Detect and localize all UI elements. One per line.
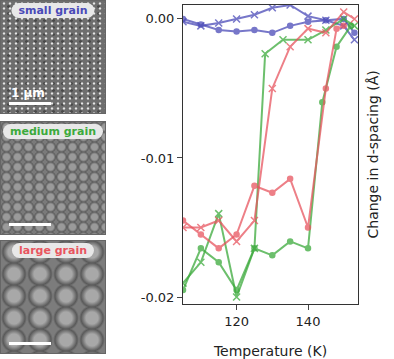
svg-text:120: 120 — [224, 314, 249, 329]
svg-text:140: 140 — [296, 314, 321, 329]
svg-text:0.00: 0.00 — [145, 11, 174, 26]
html-text:1 µm: 1 µm — [11, 86, 45, 100]
html-text:medium grain: medium grain — [10, 125, 96, 138]
svg-text:Temperature (K): Temperature (K) — [213, 343, 327, 359]
svg-text:-0.01: -0.01 — [141, 151, 175, 166]
html-text:large grain: large grain — [18, 244, 88, 257]
html-text:small grain: small grain — [18, 4, 88, 17]
svg-text:-0.02: -0.02 — [141, 290, 175, 305]
svg-text:Change in d-spacing (Å): Change in d-spacing (Å) — [365, 70, 381, 238]
